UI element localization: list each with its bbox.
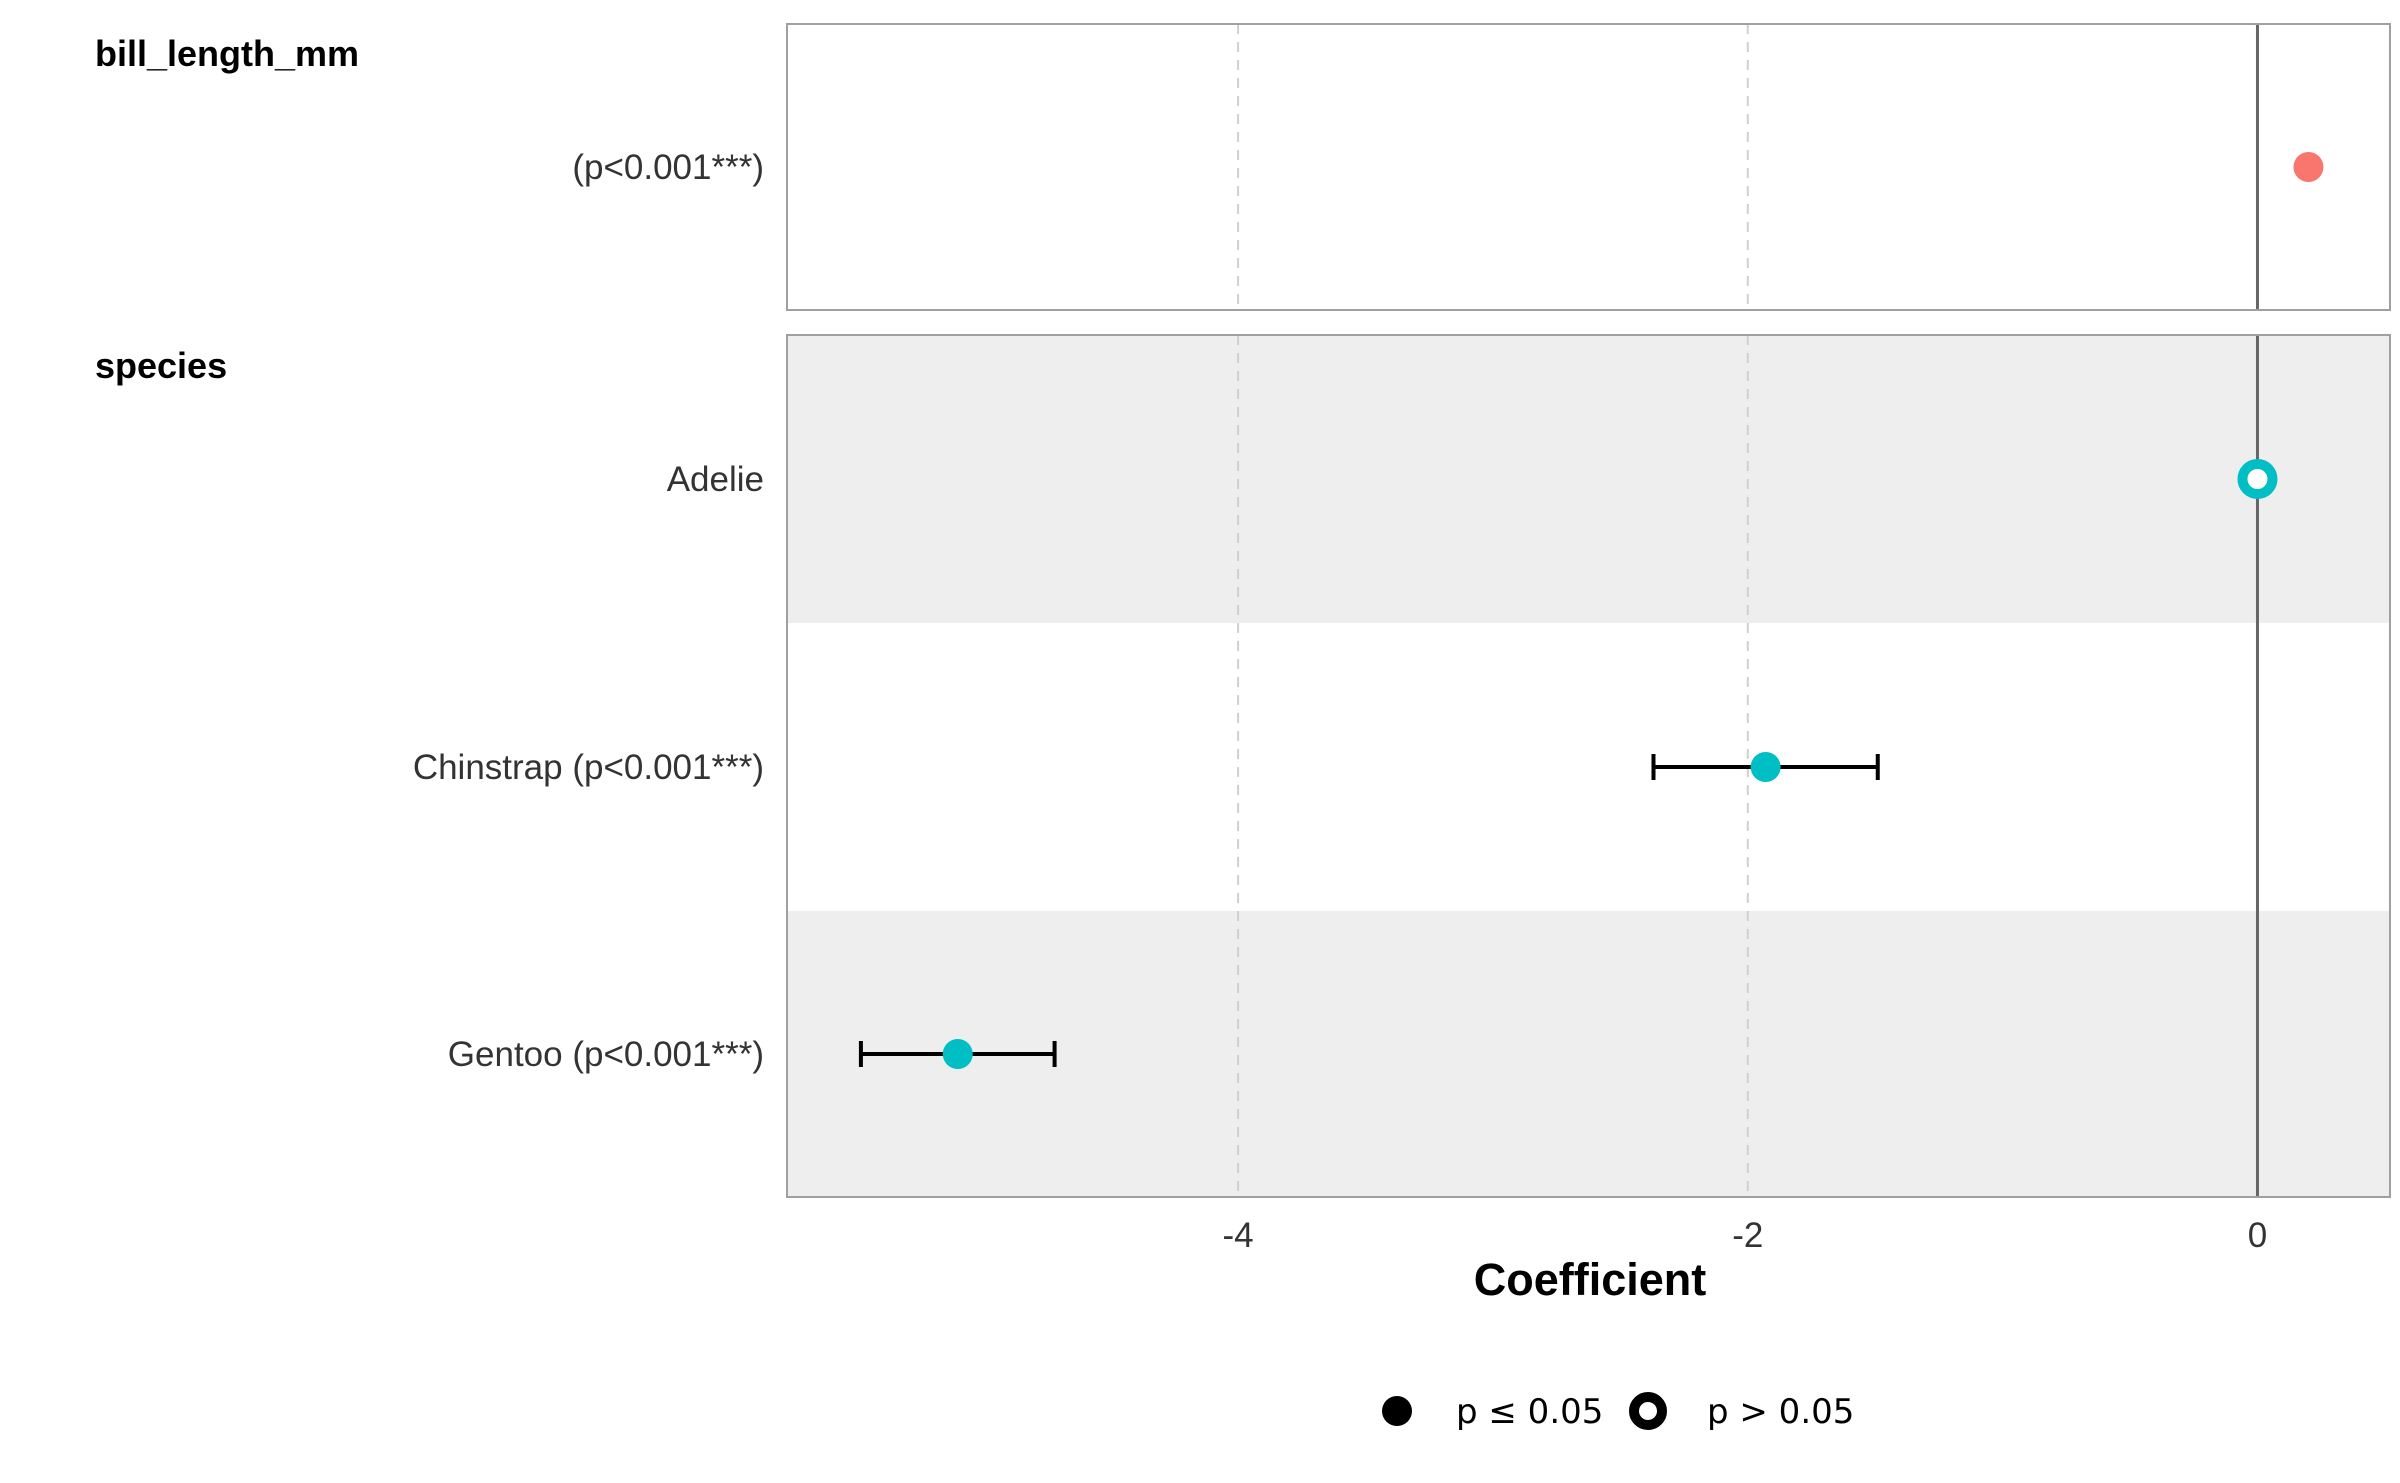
- legend: p ≤ 0.05 p > 0.05: [1382, 1392, 1854, 1432]
- term-label: Adelie: [667, 460, 764, 499]
- estimate-point: [2237, 459, 2278, 499]
- estimate-point: [1750, 752, 1781, 782]
- legend-hollow-marker: [1629, 1392, 1667, 1430]
- group-label: bill_length_mm: [95, 33, 359, 74]
- row-shading: [787, 335, 2390, 623]
- x-axis-title: Coefficient: [1474, 1254, 1707, 1305]
- x-tick-label: 0: [2248, 1216, 2267, 1255]
- term-label: Chinstrap (p<0.001***): [413, 748, 764, 787]
- term-label: Gentoo (p<0.001***): [448, 1035, 764, 1074]
- panel-border: [786, 334, 2391, 1198]
- legend-label: p > 0.05: [1707, 1392, 1854, 1432]
- x-tick-label: -2: [1732, 1216, 1763, 1255]
- estimate-point: [2293, 152, 2324, 182]
- legend-label: p ≤ 0.05: [1456, 1392, 1603, 1432]
- x-tick-label: -4: [1223, 1216, 1254, 1255]
- panel-border: [786, 23, 2391, 311]
- estimate-point: [942, 1039, 973, 1069]
- term-label: (p<0.001***): [572, 148, 764, 187]
- panel-background: [787, 24, 2390, 310]
- legend-filled-marker: [1382, 1396, 1412, 1426]
- group-label: species: [95, 345, 227, 386]
